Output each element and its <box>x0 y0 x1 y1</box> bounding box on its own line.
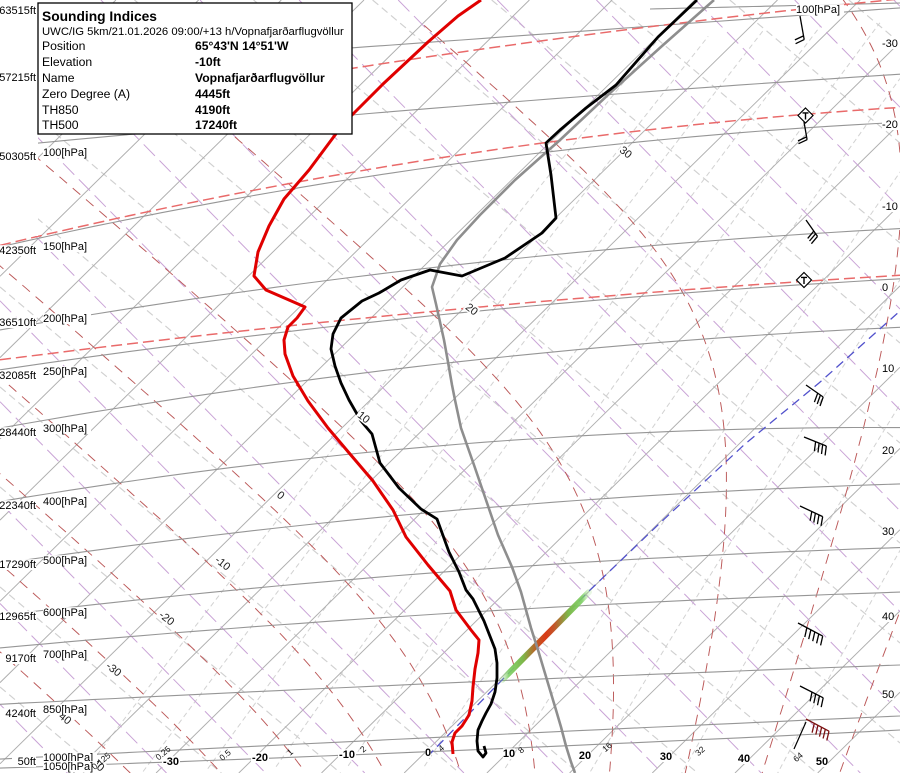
svg-text:50: 50 <box>816 756 828 768</box>
svg-text:20: 20 <box>579 750 591 762</box>
svg-text:1: 1 <box>285 746 295 757</box>
svg-text:TH850: TH850 <box>42 103 79 117</box>
svg-text:20: 20 <box>463 301 480 318</box>
svg-text:10: 10 <box>503 748 515 760</box>
svg-text:400[hPa]: 400[hPa] <box>43 496 87 508</box>
svg-text:UWC/IG 5km/21.01.2026 09:00/+1: UWC/IG 5km/21.01.2026 09:00/+13 h/Vopnaf… <box>42 26 344 38</box>
svg-text:Name: Name <box>42 71 75 85</box>
svg-text:12965ft: 12965ft <box>0 611 36 623</box>
svg-text:9170ft: 9170ft <box>5 653 36 665</box>
svg-text:300[hPa]: 300[hPa] <box>43 423 87 435</box>
svg-text:Zero Degree (A): Zero Degree (A) <box>42 87 130 101</box>
svg-text:150[hPa]: 150[hPa] <box>43 241 87 253</box>
svg-text:-20: -20 <box>882 119 898 131</box>
svg-text:200[hPa]: 200[hPa] <box>43 313 87 325</box>
svg-text:-20: -20 <box>252 752 268 764</box>
svg-text:28440ft: 28440ft <box>0 427 36 439</box>
svg-text:0: 0 <box>882 282 888 294</box>
svg-text:63515ft: 63515ft <box>0 5 36 17</box>
svg-text:Position: Position <box>42 39 85 53</box>
svg-text:22340ft: 22340ft <box>0 500 36 512</box>
svg-text:-10ft: -10ft <box>195 55 221 69</box>
svg-text:50305ft: 50305ft <box>0 151 36 163</box>
svg-text:850[hPa]: 850[hPa] <box>43 704 87 716</box>
svg-text:0: 0 <box>425 747 431 759</box>
svg-text:10: 10 <box>355 409 372 426</box>
svg-text:17290ft: 17290ft <box>0 559 36 571</box>
svg-text:Elevation: Elevation <box>42 55 92 69</box>
svg-text:Vopnafjarðarflugvöllur: Vopnafjarðarflugvöllur <box>195 71 325 85</box>
svg-text:Sounding Indices: Sounding Indices <box>42 9 157 24</box>
svg-text:2: 2 <box>358 743 368 754</box>
svg-text:17240ft: 17240ft <box>195 118 237 132</box>
svg-text:10: 10 <box>882 363 894 375</box>
svg-text:30: 30 <box>660 751 672 763</box>
svg-text:40: 40 <box>738 753 750 765</box>
svg-text:TH500: TH500 <box>42 118 79 132</box>
svg-text:4240ft: 4240ft <box>5 708 36 720</box>
svg-text:65°43'N 14°51'W: 65°43'N 14°51'W <box>195 39 289 53</box>
svg-text:250[hPa]: 250[hPa] <box>43 366 87 378</box>
svg-text:500[hPa]: 500[hPa] <box>43 555 87 567</box>
svg-text:-30: -30 <box>882 38 898 50</box>
svg-text:100[hPa]: 100[hPa] <box>796 4 840 16</box>
svg-text:1000[hPa]: 1000[hPa] <box>43 752 93 764</box>
svg-text:30: 30 <box>882 526 894 538</box>
svg-text:40: 40 <box>882 611 894 623</box>
svg-text:32085ft: 32085ft <box>0 370 36 382</box>
svg-text:600[hPa]: 600[hPa] <box>43 607 87 619</box>
svg-text:-30: -30 <box>163 756 179 768</box>
svg-text:36510ft: 36510ft <box>0 317 36 329</box>
svg-text:50ft: 50ft <box>18 756 36 768</box>
svg-text:57215ft: 57215ft <box>0 72 36 84</box>
svg-text:50: 50 <box>882 689 894 701</box>
svg-text:30: 30 <box>617 144 634 161</box>
svg-text:4190ft: 4190ft <box>195 103 230 117</box>
svg-text:4: 4 <box>436 742 446 753</box>
svg-text:-10: -10 <box>882 201 898 213</box>
svg-text:100[hPa]: 100[hPa] <box>43 147 87 159</box>
svg-text:8: 8 <box>516 744 526 755</box>
svg-text:700[hPa]: 700[hPa] <box>43 649 87 661</box>
svg-text:1050[hPa]: 1050[hPa] <box>43 761 93 773</box>
svg-text:-10: -10 <box>339 749 355 761</box>
svg-text:4445ft: 4445ft <box>195 87 230 101</box>
svg-text:20: 20 <box>882 445 894 457</box>
svg-text:42350ft: 42350ft <box>0 245 36 257</box>
